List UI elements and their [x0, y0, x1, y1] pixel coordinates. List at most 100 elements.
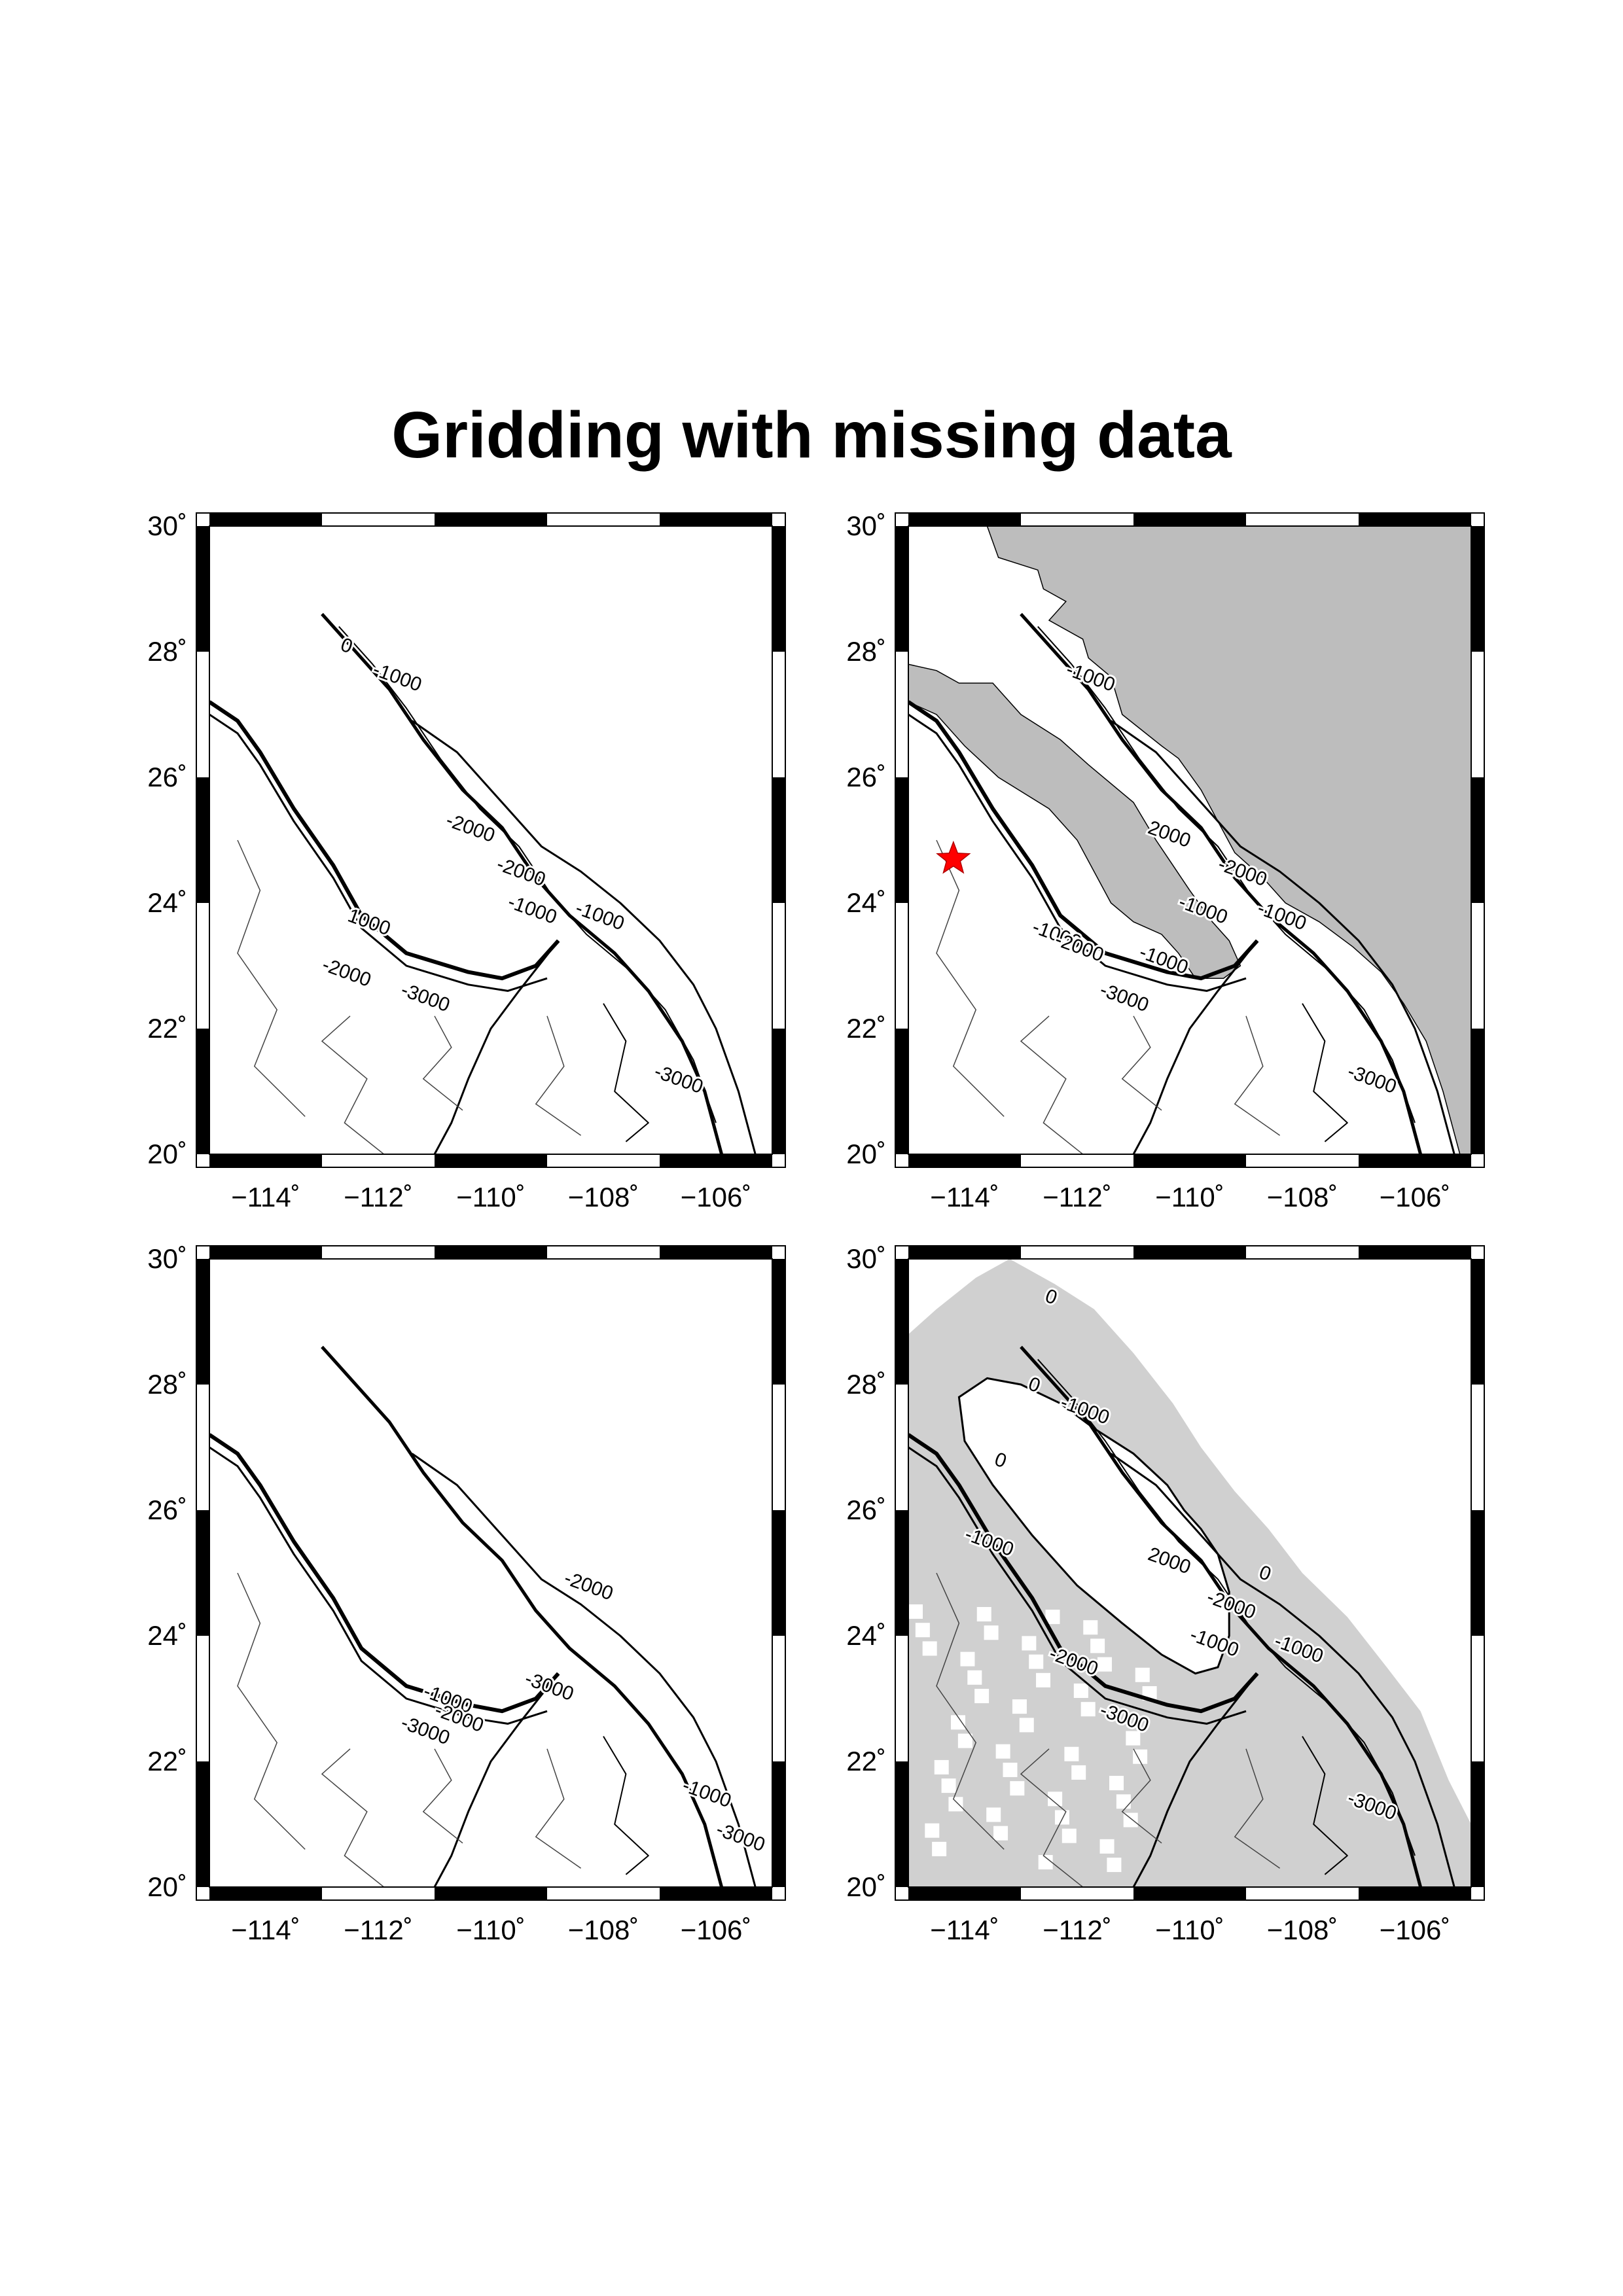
depth-contour-minor — [1121, 1016, 1162, 1111]
depth-contour — [1110, 720, 1455, 1154]
missing-cell — [960, 1651, 975, 1667]
frame-tick — [196, 1029, 209, 1154]
lat-tick-label: 20˚ — [147, 1139, 187, 1169]
zero-contour-gulf — [957, 1377, 1230, 1675]
depth-contour — [1132, 1672, 1258, 1887]
lon-tick-label: −114˚ — [930, 1915, 999, 1945]
missing-cell — [1116, 1794, 1131, 1809]
missing-cell — [1036, 1672, 1051, 1687]
lon-tick-label: −112˚ — [1043, 1182, 1111, 1212]
depth-contour — [411, 1453, 757, 1887]
lat-tick-label: 20˚ — [147, 1871, 187, 1902]
lon-tick-label: −108˚ — [1267, 1915, 1338, 1945]
frame-tick — [772, 1259, 785, 1385]
depth-contour — [1037, 626, 1416, 1123]
lon-tick-label: −110˚ — [456, 1915, 525, 1945]
lat-tick-label: 22˚ — [846, 1013, 886, 1044]
missing-cell — [925, 1823, 940, 1838]
missing-cell — [1071, 1765, 1086, 1780]
missing-cell — [1135, 1667, 1150, 1682]
lat-tick-label: 20˚ — [846, 1139, 886, 1169]
lat-tick-label: 26˚ — [147, 1494, 187, 1525]
missing-cell — [957, 1733, 972, 1748]
lat-tick-label: 22˚ — [846, 1746, 886, 1776]
missing-cell — [1061, 1828, 1077, 1843]
depth-contour — [908, 713, 1247, 992]
missing-cell — [967, 1670, 982, 1685]
lon-tick-label: −110˚ — [1155, 1915, 1224, 1945]
depth-contour — [1132, 940, 1258, 1154]
missing-cell — [1097, 1657, 1112, 1672]
contour-label: -2000 — [494, 853, 548, 891]
frame-tick — [196, 1510, 209, 1636]
frame-tick — [1133, 1887, 1246, 1900]
lat-tick-label: 26˚ — [846, 762, 886, 792]
frame-tick — [908, 1154, 1021, 1167]
depth-contour — [433, 940, 560, 1154]
plot-area — [908, 1258, 1472, 1888]
lat-tick-label: 24˚ — [147, 887, 187, 918]
lat-tick-label: 24˚ — [147, 1620, 187, 1651]
lon-tick-label: −108˚ — [1267, 1182, 1338, 1212]
depth-contour-minor — [936, 839, 1005, 1117]
frame-tick — [1471, 526, 1484, 652]
missing-cell — [1019, 1718, 1034, 1733]
lon-tick-label: −108˚ — [568, 1182, 639, 1212]
missing-cell — [1012, 1699, 1027, 1714]
depth-contour-minor — [237, 1572, 306, 1850]
lat-tick-label: 28˚ — [846, 1369, 886, 1400]
frame-tick — [895, 1761, 908, 1887]
contour-label: -1000 — [679, 1775, 734, 1812]
depth-contour — [321, 1345, 724, 1887]
frame-tick — [772, 526, 785, 652]
lon-tick-label: −106˚ — [1380, 1182, 1451, 1212]
depth-contour-minor — [321, 1016, 385, 1154]
contour-label: -2000 — [562, 1567, 616, 1604]
frame-tick — [209, 1154, 322, 1167]
missing-cell — [995, 1744, 1010, 1759]
missing-cell — [986, 1807, 1001, 1822]
missing-cell — [974, 1689, 990, 1704]
frame-tick — [895, 526, 908, 652]
lon-tick-label: −114˚ — [231, 1182, 300, 1212]
frame-tick — [908, 1246, 1021, 1259]
missing-cell — [1054, 1810, 1069, 1825]
frame-tick — [908, 513, 1021, 526]
lon-tick-label: −110˚ — [1155, 1182, 1224, 1212]
frame-tick — [772, 1029, 785, 1154]
depth-contour-minor — [422, 1016, 463, 1111]
depth-contour — [433, 1672, 560, 1887]
depth-contour-minor — [535, 1016, 582, 1136]
depth-contour — [338, 626, 717, 1123]
depth-contour — [411, 720, 757, 1154]
depth-contour — [209, 700, 560, 981]
missing-cell — [1038, 1855, 1053, 1870]
missing-cell — [1003, 1762, 1018, 1777]
frame-tick — [209, 1887, 322, 1900]
contour-label: -3000 — [713, 1818, 768, 1856]
plot-area — [209, 525, 773, 1155]
missing-cell — [1045, 1610, 1060, 1625]
lat-tick-label: 28˚ — [846, 636, 886, 667]
lat-tick-label: 24˚ — [846, 887, 886, 918]
missing-cell — [1010, 1781, 1025, 1796]
contour-label: -3000 — [398, 979, 452, 1016]
frame-tick — [660, 1246, 772, 1259]
missing-cell — [1064, 1746, 1079, 1761]
frame-tick — [660, 1887, 772, 1900]
frame-tick — [895, 1259, 908, 1385]
missing-cell — [922, 1641, 937, 1656]
frame-tick — [196, 526, 209, 652]
missing-cell — [1048, 1792, 1063, 1807]
lon-tick-label: −112˚ — [344, 1915, 412, 1945]
lat-tick-label: 30˚ — [846, 510, 886, 541]
depth-contour-minor — [321, 1748, 385, 1887]
frame-tick — [435, 513, 547, 526]
missing-cell — [1133, 1749, 1148, 1764]
map-frame — [196, 1245, 786, 1901]
missing-cell — [1123, 1812, 1138, 1828]
frame-tick — [1359, 1154, 1471, 1167]
lon-tick-label: −106˚ — [681, 1915, 752, 1945]
